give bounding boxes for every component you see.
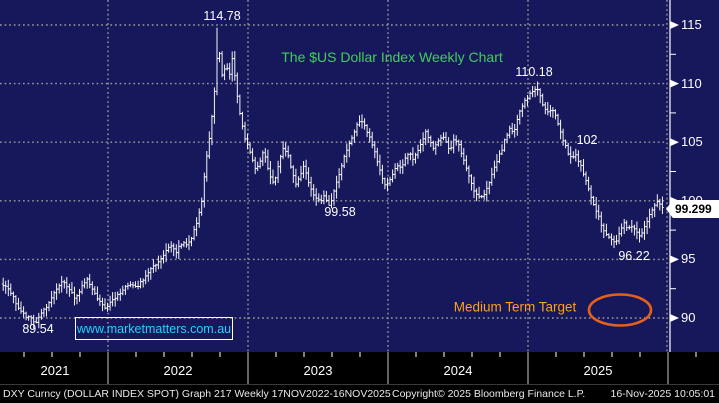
- y-axis-label-115: 115: [681, 17, 702, 32]
- medium-term-target-ellipse: [587, 293, 653, 327]
- marketmatters-url-text[interactable]: www.marketmatters.com.au: [76, 321, 232, 336]
- medium-term-target-label: Medium Term Target: [453, 299, 577, 315]
- x-axis-strip: 2021 2022 2023 2024 2025: [0, 352, 719, 384]
- y-axis-arrow-tick-90: [670, 314, 679, 322]
- status-copyright-text: Copyright© 2025 Bloomberg Finance L.P.: [392, 388, 586, 400]
- status-bar: DXY Curncy (DOLLAR INDEX SPOT) Graph 217…: [0, 384, 719, 403]
- annotation-high-110-18: 110.18: [515, 65, 553, 79]
- x-axis-label-2024: 2024: [443, 363, 473, 378]
- annotation-low-99-58: 99.58: [324, 205, 356, 219]
- y-axis-arrow-tick-95: [670, 255, 679, 264]
- x-axis-label-2025: 2025: [583, 363, 613, 378]
- last-price-flag: 99.299: [666, 200, 719, 218]
- y-axis-label-105: 105: [681, 134, 703, 149]
- y-axis-arrow-tick-110: [670, 79, 679, 88]
- y-axis-label-90: 90: [681, 310, 696, 325]
- x-axis-label-2022: 2022: [163, 363, 193, 378]
- y-axis-arrow-tick-105: [670, 138, 679, 147]
- x-axis-label-2021: 2021: [40, 363, 70, 378]
- y-axis-arrow-tick-115: [670, 21, 679, 29]
- marketmatters-watermark-link[interactable]: www.marketmatters.com.au: [75, 317, 233, 340]
- annotation-high-114-78: 114.78: [203, 9, 241, 23]
- x-axis-ticks: [23, 352, 697, 384]
- status-timestamp-text: 16-Nov-2025 10:05:01: [610, 388, 716, 400]
- price-chart-canvas[interactable]: [0, 0, 719, 352]
- y-axis-label-110: 110: [681, 76, 702, 91]
- annotation-low-96-22: 96.22: [618, 249, 650, 263]
- y-axis-label-95: 95: [681, 251, 696, 266]
- x-axis-label-2023: 2023: [303, 363, 333, 378]
- chart-title: The $US Dollar Index Weekly Chart: [281, 49, 503, 65]
- annotation-level-102: 102: [576, 133, 598, 147]
- chart-plot-area[interactable]: 115 110 105 100 95 90 114.78 110.18 102 …: [0, 0, 719, 352]
- price-bars: [1, 27, 664, 329]
- annotation-low-89-54: 89.54: [22, 322, 54, 336]
- status-instrument-text: DXY Curncy (DOLLAR INDEX SPOT) Graph 217…: [3, 388, 391, 400]
